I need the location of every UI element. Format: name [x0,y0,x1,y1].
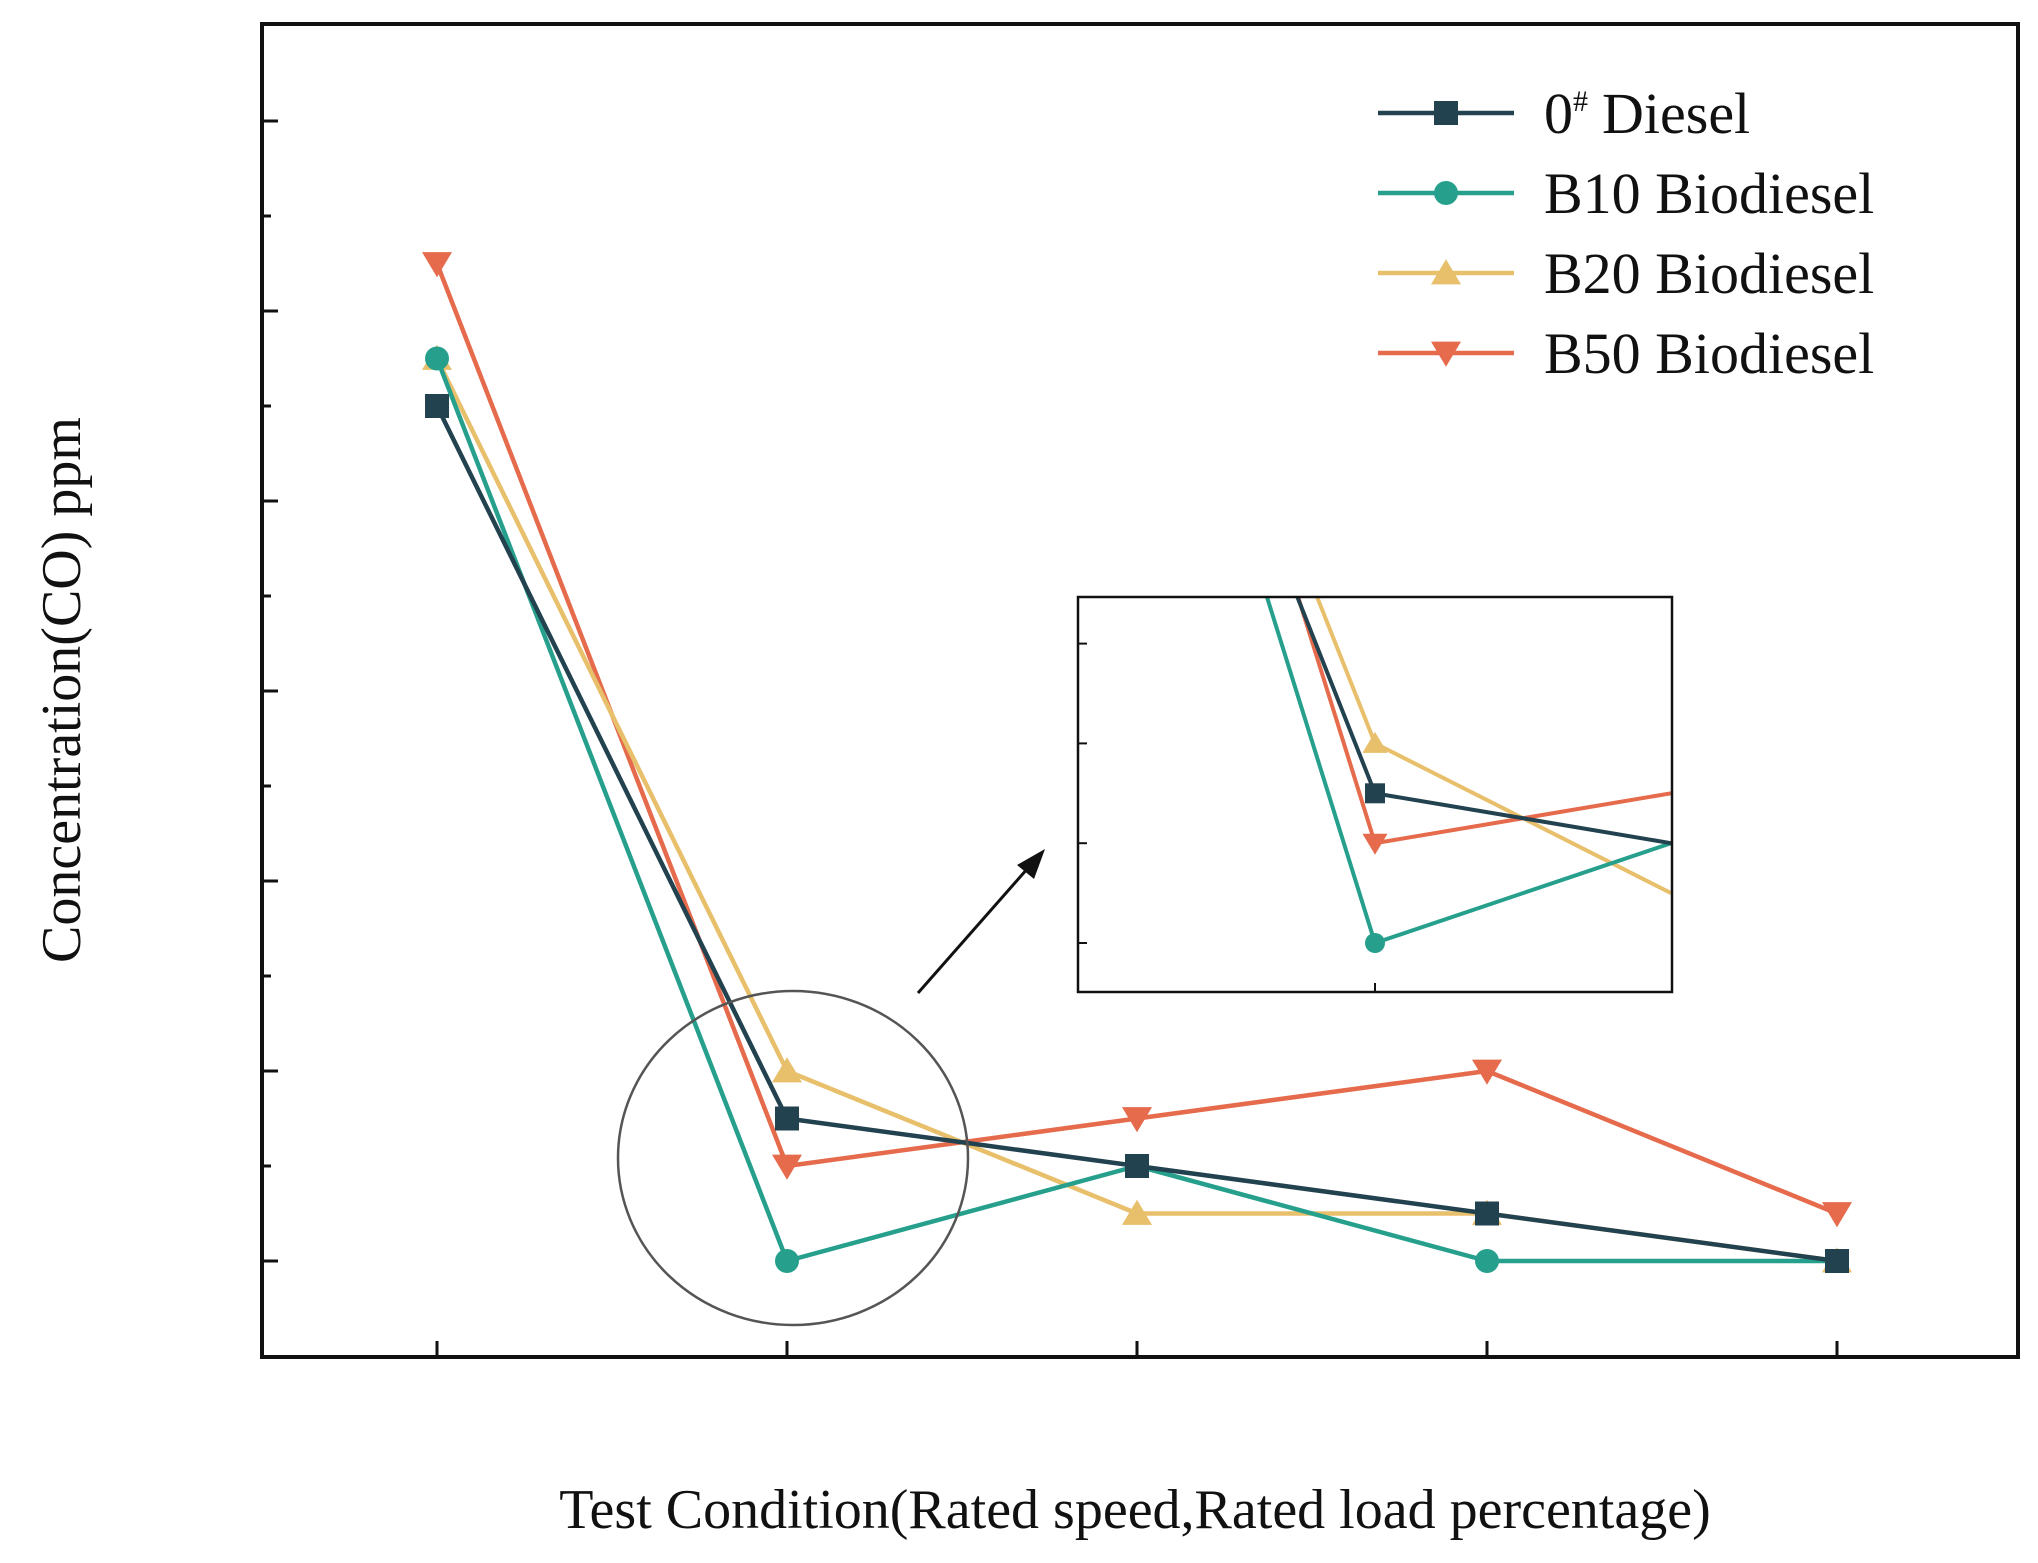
inset-axes [1078,642,1376,992]
legend-label-b20-biodiesel: B20 Biodiesel [1544,241,1874,306]
data-point-b20-biodiesel [772,1057,802,1083]
legend-marker-b50-biodiesel [1431,341,1461,367]
legend-marker-b10-biodiesel [1434,181,1458,205]
data-point-0-diesel [775,1106,799,1131]
zoom-highlight-circle [616,989,970,1327]
legend-label-b10-biodiesel: B10 Biodiesel [1544,161,1874,226]
data-point-b50-biodiesel [1822,1202,1852,1228]
data-point-b50-biodiesel [422,252,452,278]
inset-data-point-0-diesel [1365,783,1385,804]
zoom-arrow-line [916,867,1030,994]
inset-data-point-b10-biodiesel [1365,933,1385,953]
inset-data-point-b50-biodiesel [1362,833,1388,855]
data-point-0-diesel [1475,1201,1499,1226]
x-axis-title: Test Condition(Rated speed,Rated load pe… [559,1479,1710,1541]
data-point-b20-biodiesel [1122,1199,1152,1225]
zoom-arrow-head [1017,849,1045,879]
legend-label-b50-biodiesel: B50 Biodiesel [1544,321,1874,386]
data-point-b10-biodiesel [1475,1249,1499,1273]
inset-series-layer [1264,597,1672,953]
legend: 0# Diesel B10 Biodiesel B20 Biodiesel B50 Bi… [1378,81,1874,386]
legend-marker-0-diesel [1434,101,1458,125]
data-point-0-diesel [1825,1249,1849,1273]
data-point-b10-biodiesel [775,1249,799,1273]
y-axis-title: Concentration(CO) ppm [31,417,93,963]
legend-label-0-diesel: 0# Diesel [1544,81,1750,146]
data-point-b50-biodiesel [772,1154,802,1180]
data-point-0-diesel [425,394,449,418]
data-point-b50-biodiesel [1472,1059,1502,1085]
data-point-b10-biodiesel [425,346,449,371]
y-axis [262,119,278,1263]
inset-data-point-b20-biodiesel [1362,731,1388,753]
legend-marker-b20-biodiesel [1431,259,1461,285]
data-point-0-diesel [1125,1154,1149,1178]
series-layer [422,252,1852,1273]
data-point-b50-biodiesel [1122,1107,1152,1133]
x-axis [435,1341,1839,1357]
